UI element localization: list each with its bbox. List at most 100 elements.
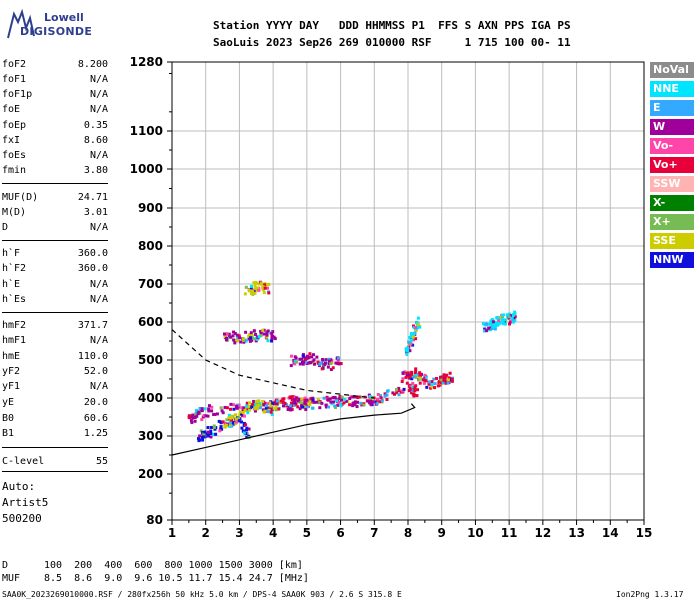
legend-item: NNW: [650, 252, 694, 268]
echo-point: [510, 316, 514, 320]
echo-point: [253, 291, 257, 295]
echo-point: [508, 322, 512, 326]
echo-point: [267, 291, 271, 295]
echo-point: [257, 282, 261, 286]
echo-point: [198, 406, 202, 410]
echo-point: [225, 418, 229, 422]
echo-point: [238, 410, 242, 414]
echo-point: [231, 334, 235, 338]
echo-point: [223, 405, 227, 409]
param-name: h`F2: [2, 263, 27, 274]
param-value: N/A: [89, 89, 108, 100]
echo-point: [212, 426, 216, 430]
echo-point: [409, 384, 413, 388]
auto-code: 500200: [2, 512, 42, 525]
echo-point: [408, 375, 412, 379]
param-row: hmF1 N/A: [2, 335, 108, 348]
echo-point: [339, 404, 343, 408]
echo-point: [212, 424, 216, 428]
echo-point: [334, 361, 338, 365]
echo-point: [258, 406, 262, 410]
echo-point: [484, 322, 488, 326]
echo-point: [245, 426, 249, 430]
echo-point: [263, 286, 267, 290]
echo-point: [406, 346, 410, 350]
echo-point: [237, 334, 241, 338]
echo-point: [249, 331, 253, 335]
echo-point: [262, 291, 266, 295]
echo-point: [244, 330, 248, 334]
echo-point: [335, 399, 339, 403]
echo-point: [242, 414, 246, 418]
echo-point: [481, 322, 485, 326]
echo-point: [256, 404, 260, 408]
param-value: N/A: [89, 222, 108, 233]
echo-point: [275, 402, 279, 406]
echo-point: [427, 380, 431, 384]
echo-point: [440, 375, 444, 379]
echo-point: [255, 337, 259, 341]
echo-point: [252, 329, 256, 333]
echo-point: [303, 357, 307, 361]
echo-point: [424, 375, 428, 379]
legend-item: X+: [650, 214, 694, 230]
echo-point: [197, 410, 201, 414]
echo-point: [300, 357, 304, 361]
echo-point: [246, 411, 250, 415]
echo-point: [260, 282, 264, 286]
y-tick-label: 400: [138, 391, 163, 405]
echo-point: [243, 338, 247, 342]
logo-line2: DIGISONDE: [20, 25, 93, 38]
echo-point: [223, 421, 227, 425]
echo-point: [448, 378, 452, 382]
echo-point: [220, 427, 224, 431]
echo-point: [448, 371, 452, 375]
echo-point: [311, 353, 315, 357]
echo-point: [351, 395, 355, 399]
echo-point: [411, 381, 415, 385]
echo-point: [315, 355, 319, 359]
param-row: fmin 3.80: [2, 165, 108, 178]
echo-point: [414, 337, 418, 341]
param-value: 360.0: [77, 248, 108, 259]
echo-point: [197, 439, 201, 443]
echo-point: [513, 310, 517, 314]
echo-point: [316, 398, 320, 402]
echo-point: [271, 330, 275, 334]
echo-point: [315, 400, 319, 404]
echo-point: [281, 400, 285, 404]
echo-point: [270, 337, 274, 341]
echo-point: [230, 418, 234, 422]
echo-point: [430, 385, 434, 389]
echo-point: [343, 397, 347, 401]
echo-point: [327, 362, 331, 366]
echo-point: [413, 389, 417, 393]
echo-point: [430, 383, 434, 387]
echo-point: [289, 401, 293, 405]
echo-point: [195, 414, 199, 418]
echo-point: [380, 400, 384, 404]
echo-point: [281, 397, 285, 401]
echo-point: [201, 430, 205, 434]
param-name: B1: [2, 428, 15, 439]
echo-point: [499, 320, 503, 324]
param-row: h`E N/A: [2, 279, 108, 292]
echo-point: [339, 398, 343, 402]
echo-point: [413, 385, 417, 389]
param-row: MUF(D) 24.71: [2, 192, 108, 205]
param-name: h`Es: [2, 294, 27, 305]
param-value: N/A: [89, 335, 108, 346]
x-tick-label: 10: [467, 526, 484, 540]
echo-point: [200, 418, 204, 422]
echo-point: [248, 289, 252, 293]
echo-point: [311, 406, 315, 410]
echo-point: [412, 375, 416, 379]
echo-point: [229, 402, 233, 406]
echo-point: [248, 401, 252, 405]
param-separator: [2, 312, 108, 313]
echo-point: [254, 332, 258, 336]
echo-point: [289, 406, 293, 410]
param-value: N/A: [89, 104, 108, 115]
echo-point: [450, 377, 454, 381]
echo-point: [412, 332, 416, 336]
